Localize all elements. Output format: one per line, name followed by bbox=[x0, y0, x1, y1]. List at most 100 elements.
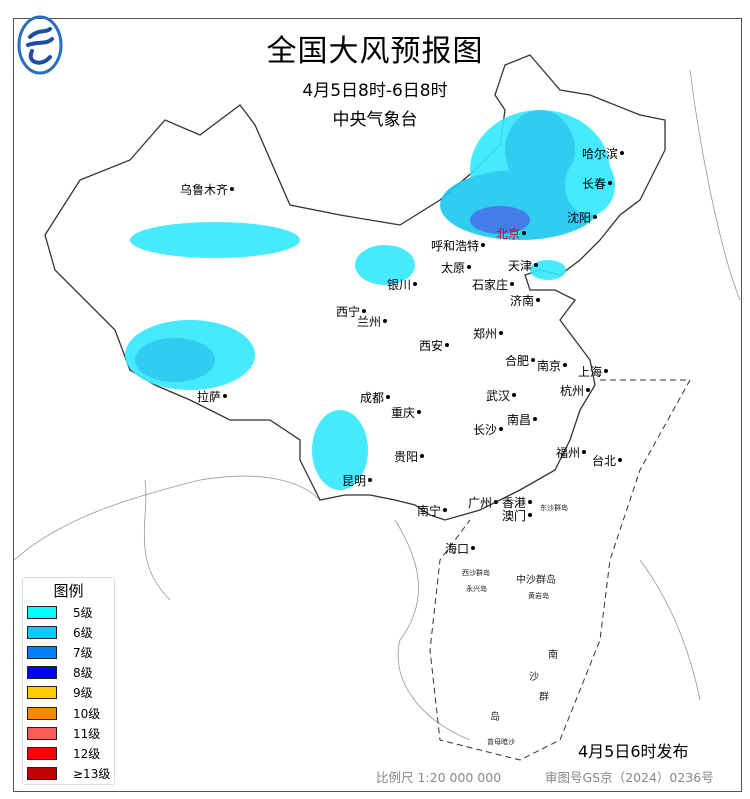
city-label: 台北 bbox=[592, 453, 616, 468]
legend-swatch bbox=[27, 686, 57, 700]
city-dot bbox=[608, 181, 612, 185]
issuer: 中央气象台 bbox=[332, 110, 418, 130]
legend-item: 11级 bbox=[23, 723, 114, 743]
city-label: 沈阳 bbox=[567, 210, 591, 225]
legend-swatch bbox=[27, 625, 57, 639]
city-dot bbox=[383, 319, 387, 323]
map-frame bbox=[13, 18, 742, 792]
city-dot bbox=[499, 331, 503, 335]
legend-label: 12级 bbox=[73, 746, 101, 761]
city-label: 天津 bbox=[508, 259, 532, 273]
cma-logo-icon bbox=[17, 15, 63, 75]
city-dot bbox=[386, 395, 390, 399]
city-label: 合肥 bbox=[505, 353, 529, 368]
city-dot bbox=[362, 309, 366, 313]
city-dot bbox=[536, 298, 540, 302]
city-dot bbox=[618, 458, 622, 462]
city-dot bbox=[223, 394, 227, 398]
island-label: 中沙群岛 bbox=[516, 573, 556, 586]
city-label: 呼和浩特 bbox=[431, 238, 479, 253]
city-label: 福州 bbox=[556, 445, 580, 460]
wind-areas bbox=[125, 110, 615, 490]
island-label: 曾母暗沙 bbox=[487, 737, 515, 746]
island-label: 黄岩岛 bbox=[528, 591, 549, 600]
city-label: 石家庄 bbox=[472, 277, 508, 292]
city-dot bbox=[528, 513, 532, 517]
legend-item: 6级 bbox=[23, 622, 114, 642]
legend-label: ≥13级 bbox=[73, 767, 111, 782]
city-dot bbox=[445, 343, 449, 347]
city-label: 哈尔滨 bbox=[582, 146, 618, 161]
city-label: 杭州 bbox=[560, 383, 584, 398]
legend-label: 11级 bbox=[73, 726, 101, 741]
legend-label: 7级 bbox=[73, 645, 93, 660]
review-number: 审图号GS京（2024）0236号 bbox=[545, 770, 714, 785]
city-label: 拉萨 bbox=[197, 389, 221, 404]
city-dot bbox=[512, 393, 516, 397]
legend-swatch bbox=[27, 605, 57, 619]
island-label: 群 bbox=[539, 690, 549, 703]
city-dot bbox=[533, 417, 537, 421]
city-label: 重庆 bbox=[391, 406, 415, 420]
city-label: 长春 bbox=[582, 177, 606, 191]
city-label: 成都 bbox=[360, 391, 384, 405]
legend-title: 图例 bbox=[53, 582, 84, 600]
legend-item: ≥13级 bbox=[23, 764, 114, 784]
city-label: 海口 bbox=[445, 541, 469, 556]
city-dot bbox=[620, 151, 624, 155]
map-scale: 比例尺 1:20 000 000 bbox=[376, 770, 502, 785]
city-dot bbox=[528, 500, 532, 504]
island-label: 沙 bbox=[529, 671, 539, 683]
city-label: 兰州 bbox=[357, 315, 381, 329]
sea-boundary bbox=[429, 379, 691, 761]
city-label: 西宁 bbox=[336, 304, 360, 319]
publish-time: 4月5日6时发布 bbox=[578, 742, 689, 761]
legend-label: 10级 bbox=[73, 706, 101, 721]
city-dot bbox=[531, 358, 535, 362]
legend-item: 5级 bbox=[23, 602, 114, 622]
forecast-period: 4月5日8时-6日8时 bbox=[302, 81, 448, 101]
city-dot bbox=[443, 508, 447, 512]
city-dot bbox=[368, 478, 372, 482]
island-label: 西沙群岛 bbox=[462, 568, 490, 577]
city-label: 乌鲁木齐 bbox=[180, 182, 228, 197]
city-label: 南宁 bbox=[417, 503, 441, 518]
city-dot bbox=[593, 215, 597, 219]
legend-label: 5级 bbox=[73, 605, 93, 620]
city-dot bbox=[582, 450, 586, 454]
legend-item: 10级 bbox=[23, 703, 114, 723]
city-dot bbox=[499, 427, 503, 431]
city-label: 济南 bbox=[510, 293, 534, 308]
city-label: 香港 bbox=[502, 496, 526, 510]
city-label: 澳门 bbox=[502, 508, 526, 523]
legend-swatch bbox=[27, 666, 57, 680]
city-label: 武汉 bbox=[486, 389, 510, 403]
legend-swatch bbox=[27, 706, 57, 720]
neighbor-outlines bbox=[13, 69, 741, 741]
city-dot bbox=[230, 187, 234, 191]
city-label: 长沙 bbox=[473, 423, 497, 437]
legend-item: 7级 bbox=[23, 642, 114, 662]
legend-swatch bbox=[27, 726, 57, 740]
legend: 图例 5级 6级 7级 8级 9级 10级 11级 12级 ≥13级 bbox=[22, 577, 115, 785]
city-label: 广州 bbox=[468, 496, 492, 510]
city-dot bbox=[534, 263, 538, 267]
city-label: 上海 bbox=[578, 364, 602, 379]
city-label: 太原 bbox=[441, 260, 465, 275]
map-title: 全国大风预报图 bbox=[266, 34, 484, 69]
city-dot bbox=[522, 231, 526, 235]
legend-item: 9级 bbox=[23, 683, 114, 703]
legend-swatch bbox=[27, 746, 57, 760]
city-label: 南昌 bbox=[507, 412, 531, 427]
city-label: 西安 bbox=[419, 338, 443, 353]
city-label: 郑州 bbox=[473, 326, 497, 341]
island-label: 岛 bbox=[490, 710, 500, 723]
city-dot bbox=[467, 265, 471, 269]
city-dot bbox=[471, 546, 475, 550]
island-label: 南 bbox=[548, 648, 558, 661]
legend-swatch bbox=[27, 645, 57, 659]
city-dot bbox=[481, 243, 485, 247]
